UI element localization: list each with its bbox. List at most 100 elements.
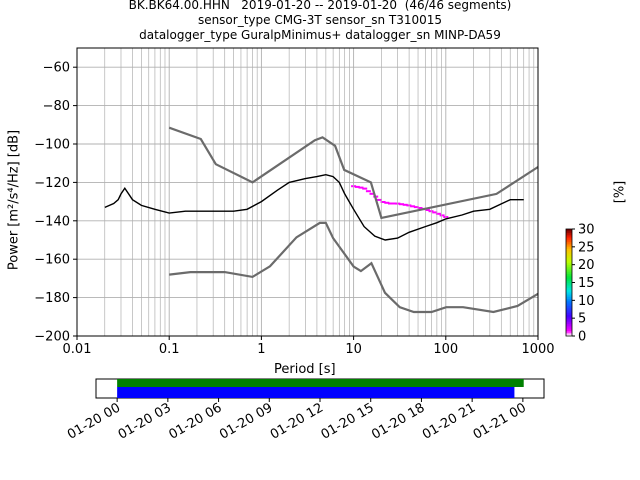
colorbar-segment (566, 264, 572, 267)
x-tick-label: 1000 (521, 342, 554, 357)
colorbar-segment (566, 271, 572, 274)
colorbar-segment (566, 282, 572, 285)
colorbar-segment (566, 255, 572, 258)
colorbar-tick-label: 20 (578, 258, 595, 273)
heatmap-cell (358, 186, 364, 189)
colorbar-tick-label: 5 (578, 312, 586, 327)
colorbar-segment (566, 314, 572, 317)
colorbar-segment (566, 323, 572, 326)
coverage-data-bar (117, 379, 524, 387)
colorbar-segment (566, 327, 572, 330)
colorbar-segment (566, 321, 572, 324)
coverage-tick-label: 01-20 12 (268, 400, 326, 442)
heatmap-cell (410, 205, 416, 208)
y-tick-label: −80 (43, 99, 70, 114)
colorbar-segment (566, 312, 572, 315)
title-line-2: sensor_type CMG-3T sensor_sn T310015 (197, 13, 443, 27)
colorbar-segment (566, 266, 572, 269)
y-tick-label: −120 (34, 176, 70, 191)
heatmap-cell (384, 201, 390, 204)
colorbar-segment (566, 328, 572, 332)
colorbar-segment (566, 248, 572, 251)
model-lines (104, 126, 539, 314)
colorbar-tick-label: 25 (578, 240, 595, 255)
colorbar-segment (566, 303, 572, 307)
coverage-tick-label: 01-20 00 (65, 400, 123, 442)
colorbar-segment (566, 232, 572, 235)
colorbar-segment (566, 319, 572, 323)
heatmap-cell (402, 203, 408, 206)
colorbar-tick-label: 0 (578, 330, 586, 345)
colorbar-segment (566, 236, 572, 239)
colorbar-segment (566, 334, 572, 337)
colorbar-segment (566, 259, 572, 262)
y-tick-label: −140 (34, 214, 70, 229)
colorbar-segment (566, 253, 572, 257)
colorbar-segment (566, 330, 572, 333)
colorbar-segment (566, 278, 572, 282)
heatmap-cell (380, 201, 386, 203)
colorbar-segment (566, 309, 572, 312)
title-line-1: BK.BK64.00.HHN 2019-01-20 -- 2019-01-20 … (128, 0, 512, 12)
x-tick-label: 100 (433, 342, 458, 357)
colorbar-segment (566, 296, 572, 299)
heatmap-cell (413, 206, 419, 209)
heatmap-cell (399, 203, 404, 206)
colorbar-segment (566, 241, 572, 244)
y-tick-label: −100 (34, 138, 70, 153)
coverage-tick-label: 01-20 18 (369, 400, 427, 442)
y-tick-label: −180 (34, 291, 70, 306)
colorbar-segment (566, 252, 572, 255)
x-axis-label: Period [s] (274, 362, 336, 377)
colorbar-segment (566, 294, 572, 298)
colorbar-segment (566, 262, 572, 266)
y-axis-label: Power [m²/s⁴/Hz] [dB] (6, 129, 22, 271)
colorbar-segment (566, 261, 572, 264)
heatmap-cell (369, 192, 375, 195)
nhnm-line (168, 126, 539, 220)
colorbar-segment (566, 305, 572, 308)
coverage-tick-label: 01-20 15 (319, 400, 377, 442)
colorbar-segment (566, 307, 572, 310)
colorbar-segment (566, 286, 572, 289)
coverage-processed-bar (117, 387, 515, 398)
colorbar-segment (566, 237, 572, 241)
colorbar: 0 5 10 15 20 25 30 (565, 223, 595, 345)
colorbar-segment (566, 229, 572, 232)
colorbar-segment (566, 300, 572, 303)
colorbar-segment (566, 245, 572, 248)
title-line-3: datalogger_type GuralpMinimus+ datalogge… (139, 28, 501, 42)
colorbar-segment (566, 273, 572, 276)
mode-line (104, 173, 524, 241)
colorbar-tick-label: 10 (578, 294, 595, 309)
heatmap-cell (365, 190, 371, 193)
heatmap-cell (354, 185, 360, 188)
colorbar-tick-label: 15 (578, 276, 595, 291)
coverage-tick-label: 01-20 06 (166, 400, 224, 442)
colorbar-tick-label: 30 (578, 223, 595, 238)
colorbar-segment (566, 293, 572, 296)
coverage-tick-label: 01-20 21 (420, 400, 478, 442)
heatmap-cell (435, 212, 441, 215)
heatmap-cell (417, 207, 423, 209)
nlnm-line (169, 221, 539, 314)
heatmap-cell (391, 202, 397, 205)
colorbar-segment (566, 275, 572, 278)
heatmap-cell (424, 209, 430, 211)
colorbar-segment (566, 287, 572, 291)
colorbar-segment (566, 234, 572, 237)
heatmap-cell (388, 202, 393, 205)
colorbar-segment (566, 246, 572, 250)
colorbar-segment (566, 298, 572, 301)
colorbar-segment (566, 280, 572, 283)
colorbar-segment (566, 318, 572, 321)
coverage-tick-label: 01-20 09 (217, 400, 275, 442)
colorbar-label: [%] (612, 180, 628, 204)
colorbar-segment (566, 250, 572, 253)
colorbar-segment (566, 325, 572, 328)
coverage-tick-label: 01-20 03 (116, 400, 174, 442)
heatmap-cell (432, 211, 438, 214)
plot-frame (76, 47, 539, 337)
